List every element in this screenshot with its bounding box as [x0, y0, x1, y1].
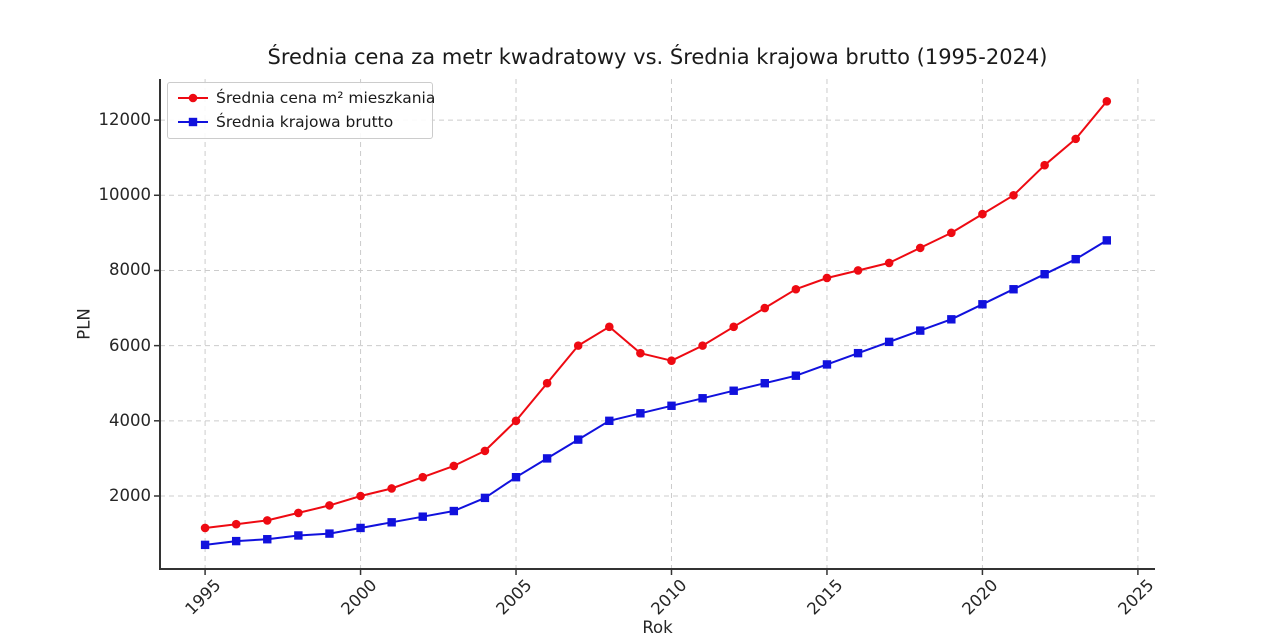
data-point-circle: [573, 341, 583, 350]
y-tick-label: 10000: [98, 185, 152, 205]
data-point-square: [325, 529, 334, 538]
data-point-square: [636, 409, 645, 418]
legend-label-salary: Średnia krajowa brutto: [216, 113, 394, 131]
data-point-circle: [480, 446, 490, 456]
y-tick-label: 8000: [109, 260, 151, 280]
x-axis-label: Rok: [642, 618, 673, 637]
data-point-circle: [356, 491, 365, 501]
data-point-square: [231, 536, 241, 546]
data-point-circle: [294, 508, 303, 518]
legend-circle-marker-icon: [188, 93, 198, 103]
data-point-circle: [449, 461, 459, 471]
legend: Średnia cena m² mieszkania Średnia krajo…: [167, 82, 436, 139]
data-point-square: [449, 506, 459, 516]
y-tick-label: 4000: [109, 410, 151, 430]
legend-item-price: Średnia cena m² mieszkania: [168, 86, 436, 110]
data-point-circle: [915, 243, 925, 253]
legend-item-salary: Średnia krajowa brutto: [168, 110, 432, 134]
series-line-salary: [204, 239, 1108, 546]
data-point-square: [822, 360, 832, 369]
data-point-circle: [791, 284, 801, 294]
data-point-square: [200, 540, 210, 550]
data-point-circle: [418, 472, 428, 482]
data-point-square: [667, 401, 676, 410]
data-point-circle: [636, 348, 645, 358]
y-tick-label: 12000: [98, 110, 152, 130]
data-point-square: [294, 531, 303, 540]
legend-swatch-line-circle-icon: [178, 93, 208, 103]
data-point-circle: [1009, 190, 1018, 200]
data-point-square: [542, 454, 552, 463]
data-point-square: [1009, 285, 1018, 294]
data-point-square: [916, 326, 925, 335]
data-point-circle: [605, 322, 614, 332]
legend-label-price: Średnia cena m² mieszkania: [216, 89, 436, 107]
data-point-square: [1102, 236, 1112, 245]
data-point-circle: [947, 228, 956, 238]
data-point-circle: [387, 484, 396, 493]
data-point-square: [1071, 254, 1080, 264]
data-point-square: [853, 348, 863, 358]
data-point-square: [387, 518, 396, 527]
data-point-square: [356, 523, 365, 533]
data-point-square: [760, 379, 769, 388]
data-point-circle: [231, 519, 241, 529]
data-point-circle: [1071, 134, 1081, 144]
data-point-square: [263, 535, 272, 544]
data-point-circle: [200, 523, 210, 533]
legend-swatch-line-square-icon: [178, 117, 208, 127]
data-point-square: [1040, 270, 1049, 279]
data-point-circle: [325, 501, 334, 510]
y-tick-label: 2000: [109, 485, 151, 505]
data-point-square: [574, 435, 583, 444]
data-point-square: [729, 386, 738, 395]
data-point-square: [605, 416, 614, 426]
data-point-circle: [884, 258, 894, 268]
data-point-circle: [822, 273, 832, 283]
data-point-square: [418, 512, 427, 521]
data-point-circle: [729, 322, 738, 332]
data-point-square: [698, 394, 707, 403]
data-point-circle: [667, 356, 676, 365]
data-point-square: [511, 473, 521, 482]
data-point-circle: [760, 303, 770, 313]
data-point-square: [480, 493, 490, 503]
data-point-circle: [1040, 160, 1049, 170]
data-point-square: [978, 300, 987, 309]
data-point-square: [947, 315, 956, 324]
data-point-circle: [1102, 96, 1112, 106]
chart-title: Średnia cena za metr kwadratowy vs. Śred…: [267, 45, 1048, 69]
data-point-square: [791, 371, 801, 380]
data-point-circle: [978, 209, 987, 219]
series-line-price: [204, 100, 1108, 529]
y-tick-label: 6000: [109, 335, 151, 355]
data-point-circle: [262, 516, 272, 525]
data-point-circle: [511, 416, 521, 426]
data-point-circle: [853, 266, 863, 275]
data-point-circle: [698, 341, 707, 350]
data-point-circle: [542, 378, 552, 388]
legend-square-marker-icon: [188, 117, 198, 127]
data-point-square: [884, 337, 894, 347]
